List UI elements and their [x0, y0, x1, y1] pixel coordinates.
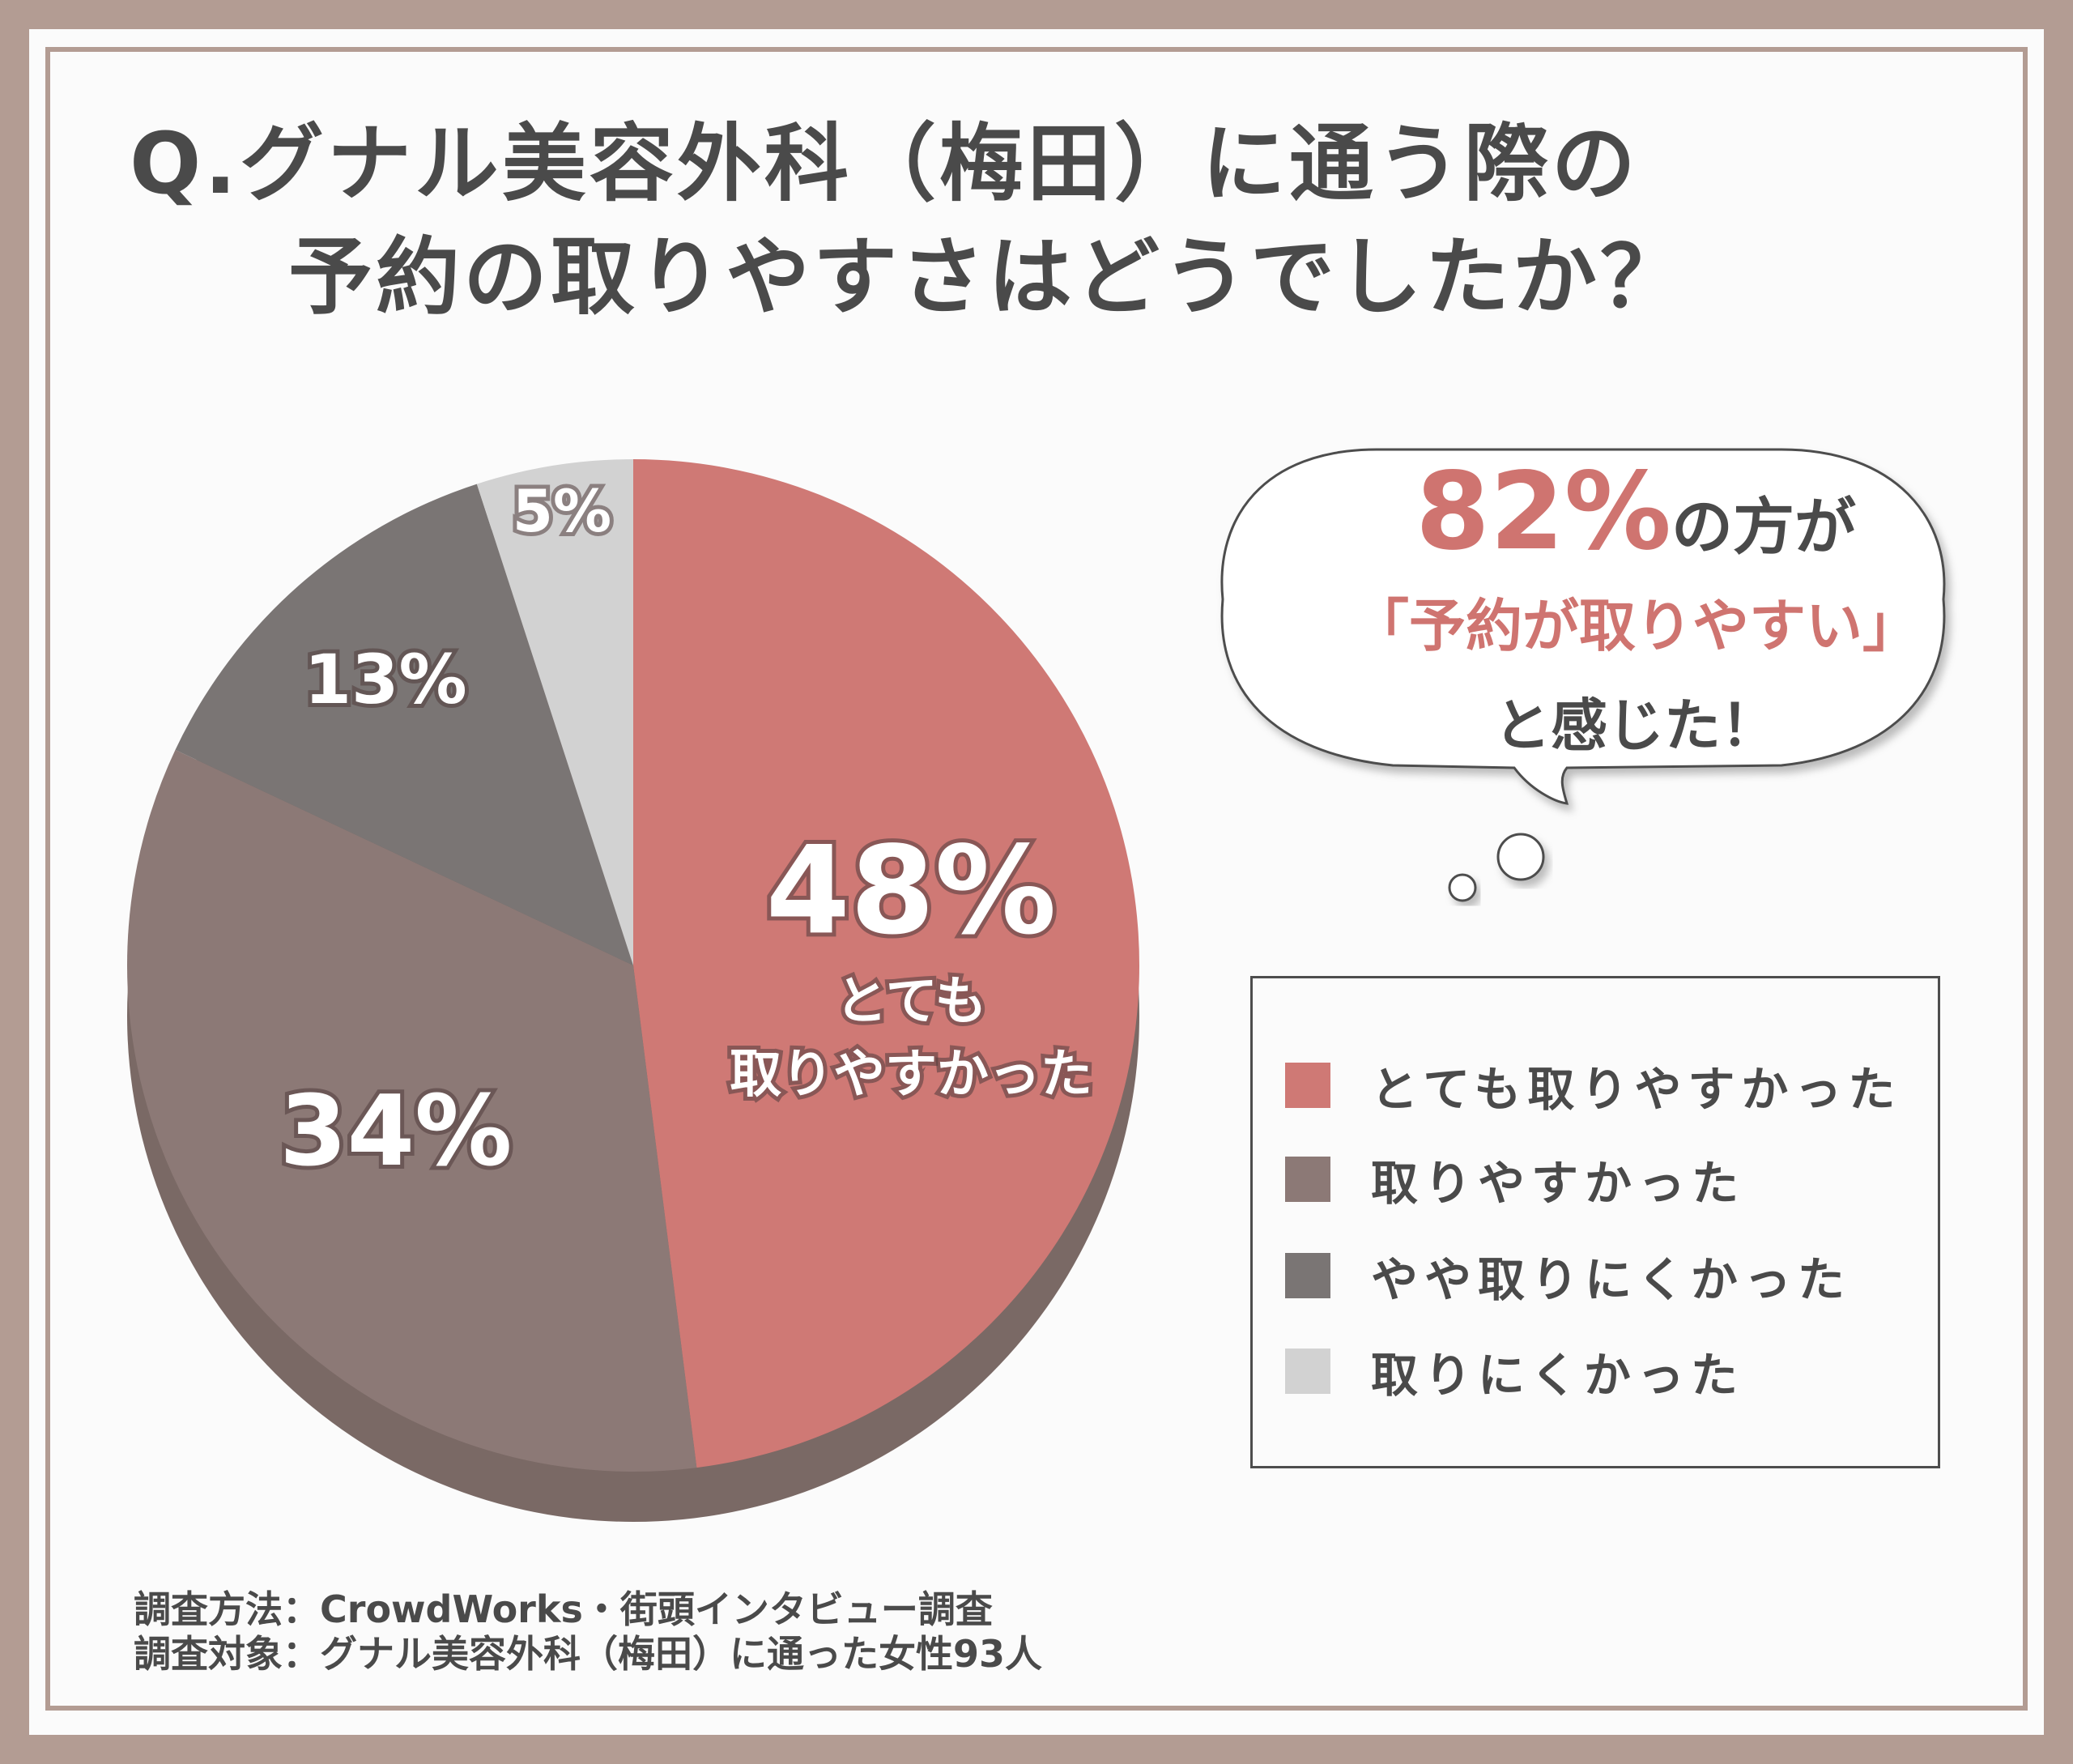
slice-sublabel: とても [836, 972, 987, 1032]
legend-swatch [1285, 1349, 1330, 1394]
legend-label: 取りにくかった [1371, 1348, 1744, 1403]
slice-value-label: 13% [304, 640, 467, 719]
page-title: Q.グナル美容外科（梅田）に通う際の 予約の取りやすさはどうでしたか？ [130, 121, 1992, 319]
callout-line-3: と感じた！ [1494, 692, 1777, 760]
callout-line-1-suffix: の方が [1671, 491, 1856, 563]
survey-target: 調査対象：グナル美容外科（梅田）に通った女性93人 [134, 1632, 1043, 1677]
pie-slice [175, 484, 633, 965]
legend-item: 取りやすかった [1285, 1155, 1745, 1211]
legend-label: 取りやすかった [1371, 1156, 1746, 1211]
survey-method: 調査方法：CrowdWorks・街頭インタビュー調査 [134, 1587, 993, 1631]
pie-slice [126, 749, 697, 1472]
legend-swatch [1285, 1063, 1330, 1108]
pie-slice [476, 459, 633, 965]
callout-dot-small [1448, 873, 1477, 902]
slice-value-label: 48% [766, 820, 1057, 961]
legend-label: やや取りにくかった [1371, 1252, 1851, 1307]
survey-footer: 調査方法：CrowdWorks・街頭インタビュー調査 調査対象：グナル美容外科（… [134, 1587, 1042, 1677]
inner-border [45, 47, 2028, 1711]
callout-line-1: 82%の方が [1239, 453, 2033, 571]
callout-bubble-shape [1220, 448, 1946, 805]
callout-bubble [1220, 448, 1946, 902]
legend-label: とても取りやすかった [1371, 1062, 1902, 1117]
callout-text: 82%の方が 「予約が取りやすい」 と感じた！ [1239, 453, 2033, 762]
callout-line-2: 「予約が取りやすい」 [1352, 593, 1919, 660]
chart-legend: とても取りやすかった 取りやすかった やや取りにくかった 取りにくかった [1250, 976, 1940, 1468]
callout-percent: 82% [1415, 450, 1671, 574]
legend-item: とても取りやすかった [1285, 1061, 1901, 1117]
legend-swatch [1285, 1253, 1330, 1298]
callout-dot-large [1496, 833, 1545, 881]
slice-value-label: 34% [279, 1076, 512, 1188]
legend-item: 取りにくかった [1285, 1347, 1744, 1403]
legend-swatch [1285, 1157, 1330, 1202]
pie-slice [633, 459, 1140, 1468]
slice-sublabel: 取りやすかった [730, 1045, 1092, 1105]
title-line-1: Q.グナル美容外科（梅田）に通う際の [130, 114, 1639, 213]
title-line-2: 予約の取りやすさはどうでしたか？ [288, 228, 1688, 326]
slice-value-label: 5% [513, 477, 611, 545]
legend-item: やや取りにくかった [1285, 1251, 1851, 1307]
